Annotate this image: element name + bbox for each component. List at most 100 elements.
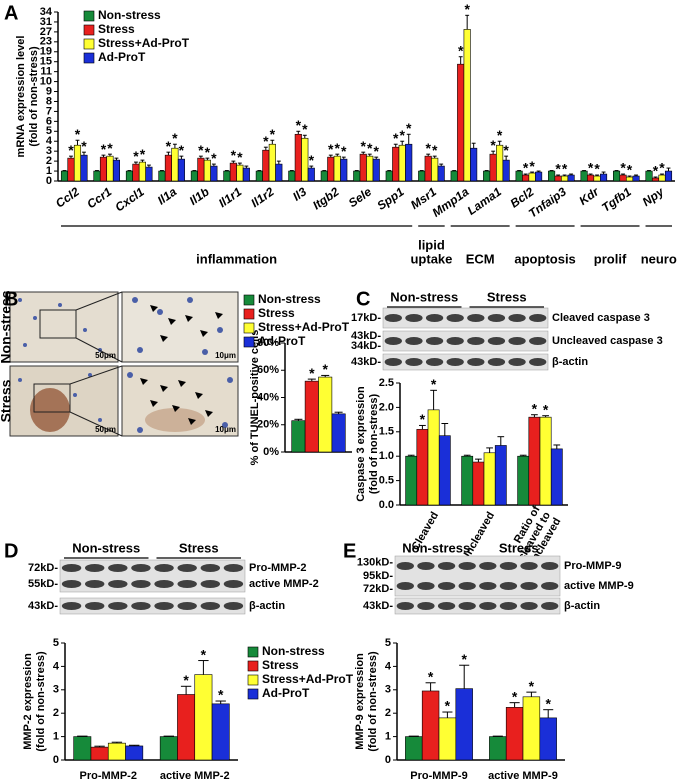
x-tick-label: Il1b xyxy=(187,185,212,208)
band xyxy=(437,602,456,610)
band xyxy=(177,602,197,610)
band-label: Cleaved caspase 3 xyxy=(552,312,650,324)
significance: * xyxy=(431,376,437,392)
significance: * xyxy=(309,365,315,381)
bar xyxy=(405,736,423,761)
bar xyxy=(496,144,504,182)
band xyxy=(396,562,414,570)
band xyxy=(520,602,538,610)
micrographs: Non-stress Stress 50μm 10μm 50μm 10μm xyxy=(0,290,239,437)
group-label: uptake xyxy=(410,251,452,266)
band-label: β-actin xyxy=(249,600,285,612)
blot-strip xyxy=(394,555,561,597)
x-tick-label: Spp1 xyxy=(374,184,406,212)
band xyxy=(405,314,423,322)
bar xyxy=(112,159,120,182)
bar xyxy=(304,380,319,453)
significance: * xyxy=(529,158,535,174)
band xyxy=(396,582,414,590)
y-tick-label: 6 xyxy=(46,115,52,127)
bar xyxy=(515,170,523,182)
bar xyxy=(483,452,496,506)
y-tick-label: 40% xyxy=(257,391,279,403)
micrograph xyxy=(121,365,239,437)
bar xyxy=(275,163,283,182)
y-tick-label: 2 xyxy=(53,707,59,719)
bar xyxy=(505,707,524,761)
size-marker: 55kD- xyxy=(28,578,58,590)
y-tick-label: 2 xyxy=(385,707,391,719)
significance: * xyxy=(101,141,107,157)
significance: * xyxy=(263,133,269,149)
bar xyxy=(405,143,413,182)
legend-swatch xyxy=(83,52,95,64)
legend-swatch xyxy=(83,24,95,36)
band xyxy=(396,602,414,610)
band-label: Pro-MMP-2 xyxy=(249,562,306,574)
significance: * xyxy=(172,130,178,146)
x-tick-label-group: Uncleaved xyxy=(459,510,497,564)
y-tick-label: 0 xyxy=(385,754,391,766)
band xyxy=(108,580,128,588)
band xyxy=(154,564,174,572)
size-marker: 17kD- xyxy=(351,312,381,324)
significance: * xyxy=(218,687,224,703)
legend-swatch xyxy=(243,308,255,320)
y-tick-label: 4 xyxy=(46,135,53,147)
size-marker: 130kD- xyxy=(357,557,393,569)
legend-swatch xyxy=(243,322,255,334)
band xyxy=(154,580,174,588)
bar xyxy=(372,158,380,182)
significance: * xyxy=(588,160,594,176)
significance: * xyxy=(545,695,551,711)
bar xyxy=(612,170,621,182)
bar xyxy=(438,435,451,506)
legend-label: Stress+Ad-ProT xyxy=(258,320,350,334)
significance: * xyxy=(659,160,665,176)
significance: * xyxy=(322,361,328,377)
size-marker: 43kD- xyxy=(363,600,393,612)
band xyxy=(177,580,197,588)
y-axis-label: Caspase 3 expression xyxy=(355,386,367,502)
x-tick-label: active MMP-9 xyxy=(488,770,558,780)
bar xyxy=(125,170,133,182)
band xyxy=(458,582,476,590)
y-tick-label: 0% xyxy=(263,446,279,458)
y-tick-label: 9 xyxy=(46,85,52,97)
bar xyxy=(455,688,473,761)
band xyxy=(529,337,547,345)
significance: * xyxy=(309,152,315,168)
legend-label: Stress xyxy=(262,658,299,672)
bar xyxy=(427,409,440,506)
bar xyxy=(229,162,237,182)
band xyxy=(177,564,197,572)
y-axis-label: MMP-9 expression xyxy=(354,653,366,750)
legend-swatch xyxy=(247,674,259,686)
y-tick-label: 5 xyxy=(385,637,391,649)
y-tick-label: 8 xyxy=(46,95,52,107)
bar xyxy=(619,174,627,182)
bar xyxy=(353,170,361,182)
band xyxy=(417,582,435,590)
x-tick-label: Tnfaip3 xyxy=(526,184,569,220)
significance: * xyxy=(140,146,146,162)
bar xyxy=(340,158,348,182)
significance: * xyxy=(503,142,509,158)
significance: * xyxy=(562,161,568,177)
significance: * xyxy=(620,160,626,176)
group-label: apoptosis xyxy=(514,251,575,266)
legend-label: Ad-ProT xyxy=(262,686,310,700)
significance: * xyxy=(75,126,81,142)
y-axis-label: (fold of non-stress) xyxy=(35,651,47,752)
bar xyxy=(587,174,595,182)
bar xyxy=(159,736,178,761)
blot-strip xyxy=(382,307,549,329)
bar xyxy=(320,170,328,182)
bar xyxy=(416,429,429,506)
significance: * xyxy=(374,143,380,159)
bar xyxy=(472,461,485,506)
significance: * xyxy=(231,147,237,163)
band xyxy=(479,562,497,570)
bar xyxy=(489,153,497,182)
bar xyxy=(539,416,552,506)
